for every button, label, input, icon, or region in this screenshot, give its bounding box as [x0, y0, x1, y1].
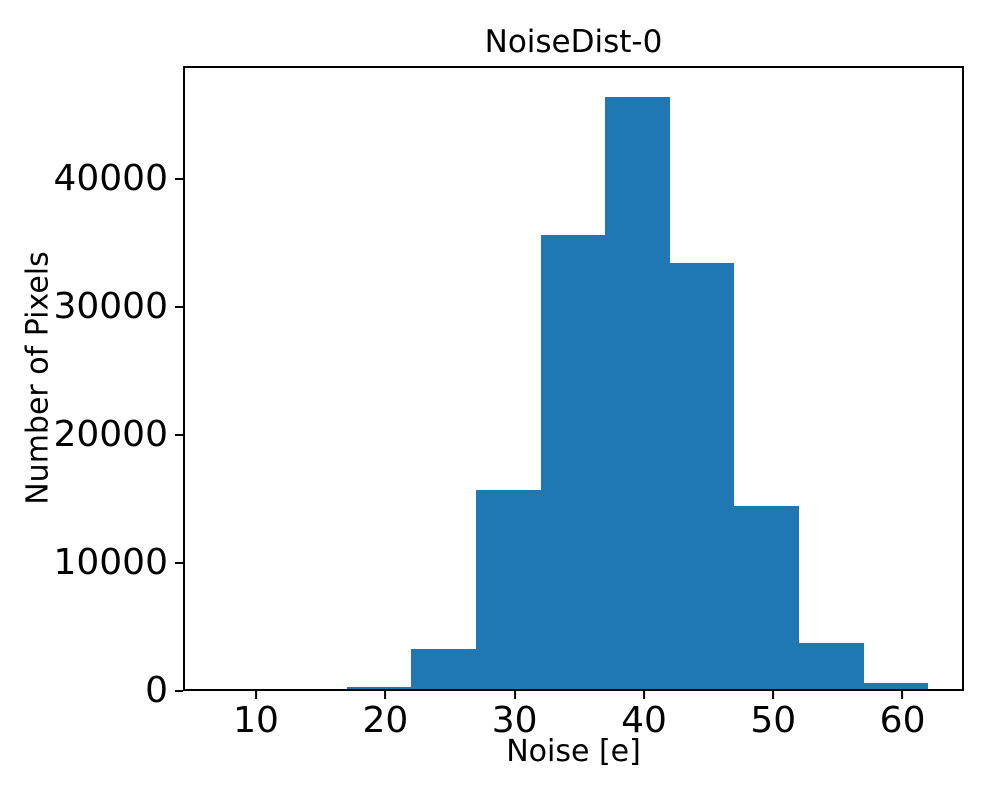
x-tick: 60: [879, 691, 926, 741]
x-tick-label: 20: [362, 700, 409, 741]
x-tick-label: 60: [879, 700, 926, 741]
y-tick-mark: [175, 433, 183, 436]
histogram-bars: [183, 66, 964, 691]
y-tick-mark: [175, 177, 183, 180]
x-tick: 20: [362, 691, 408, 739]
y-tick-label: 40000: [53, 157, 168, 199]
y-tick: 10000: [53, 541, 183, 583]
histogram-bar: [411, 649, 476, 691]
histogram-bar: [540, 235, 606, 691]
y-axis-label: Number of Pixels: [20, 251, 56, 505]
y-tick: 40000: [53, 157, 183, 199]
x-tick-label: 50: [750, 700, 797, 741]
histogram-bar: [669, 262, 735, 691]
x-tick-mark: [384, 691, 387, 699]
histogram-bar: [346, 686, 412, 691]
x-tick-label: 40: [621, 700, 667, 741]
x-tick-mark: [255, 691, 258, 699]
y-tick-label: 30000: [53, 285, 168, 327]
y-tick-label: 0: [145, 670, 168, 711]
y-tick-mark: [175, 305, 183, 308]
y-tick: 30000: [53, 285, 183, 327]
chart-title: NoiseDist-0: [484, 24, 663, 60]
x-tick-label: 10: [233, 700, 279, 741]
x-tick: 50: [750, 691, 796, 739]
x-tick: 10: [233, 691, 279, 739]
y-tick-mark: [175, 690, 183, 692]
histogram-bar: [799, 643, 864, 691]
x-axis-label: Noise [e]: [506, 734, 641, 769]
y-tick-label: 20000: [53, 413, 168, 455]
x-tick-mark: [901, 691, 904, 699]
x-tick: 30: [492, 691, 538, 739]
plot-area: 10 20 30 40 50 60 0 10000 20000 30000 40000: [53, 66, 964, 739]
histogram-bar: [734, 505, 800, 691]
y-tick-mark: [175, 561, 183, 564]
x-tick-label: 30: [491, 700, 538, 741]
y-tick: 0: [145, 673, 183, 709]
histogram-bar: [605, 96, 670, 691]
x-tick-mark: [642, 691, 645, 699]
x-tick-mark: [513, 691, 516, 699]
y-tick: 20000: [53, 413, 183, 455]
x-tick-mark: [772, 691, 775, 699]
y-tick-label: 10000: [53, 541, 168, 583]
histogram-bar: [475, 489, 541, 691]
histogram-bar: [863, 683, 929, 691]
x-tick: 40: [621, 691, 667, 739]
